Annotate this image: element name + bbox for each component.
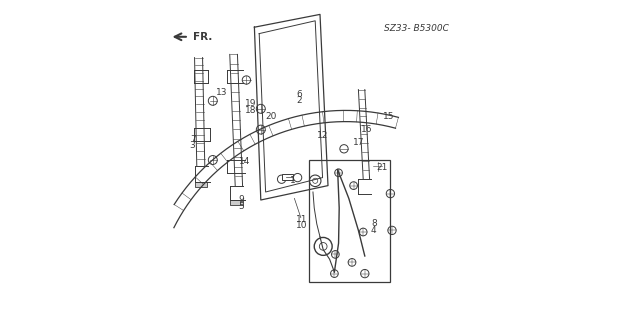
Text: 10: 10 [296, 221, 307, 230]
Text: 14: 14 [239, 157, 250, 166]
Text: 7: 7 [190, 135, 195, 144]
Text: 3: 3 [190, 141, 195, 150]
Text: 4: 4 [371, 226, 376, 235]
Text: 19: 19 [246, 100, 257, 108]
Bar [195, 182, 207, 187]
Bar [358, 194, 371, 199]
Bar [282, 174, 293, 180]
Text: 9: 9 [238, 196, 244, 204]
Text: 20: 20 [266, 112, 277, 121]
Text: 8: 8 [371, 220, 376, 228]
Text: SZ33- B5300C: SZ33- B5300C [383, 24, 449, 33]
Text: 21: 21 [377, 164, 388, 172]
Text: 2: 2 [296, 96, 302, 105]
Text: 17: 17 [353, 138, 364, 147]
Text: 15: 15 [383, 112, 394, 121]
Text: 18: 18 [246, 106, 257, 115]
Text: 13: 13 [216, 88, 227, 97]
Text: 11: 11 [296, 215, 307, 224]
Text: 1: 1 [290, 176, 296, 185]
Text: FR.: FR. [193, 32, 212, 42]
Bar [230, 200, 243, 205]
Text: 5: 5 [238, 202, 244, 211]
Bar [309, 160, 390, 282]
Text: 12: 12 [317, 132, 328, 140]
Text: 16: 16 [361, 125, 372, 134]
Text: 6: 6 [296, 90, 302, 99]
